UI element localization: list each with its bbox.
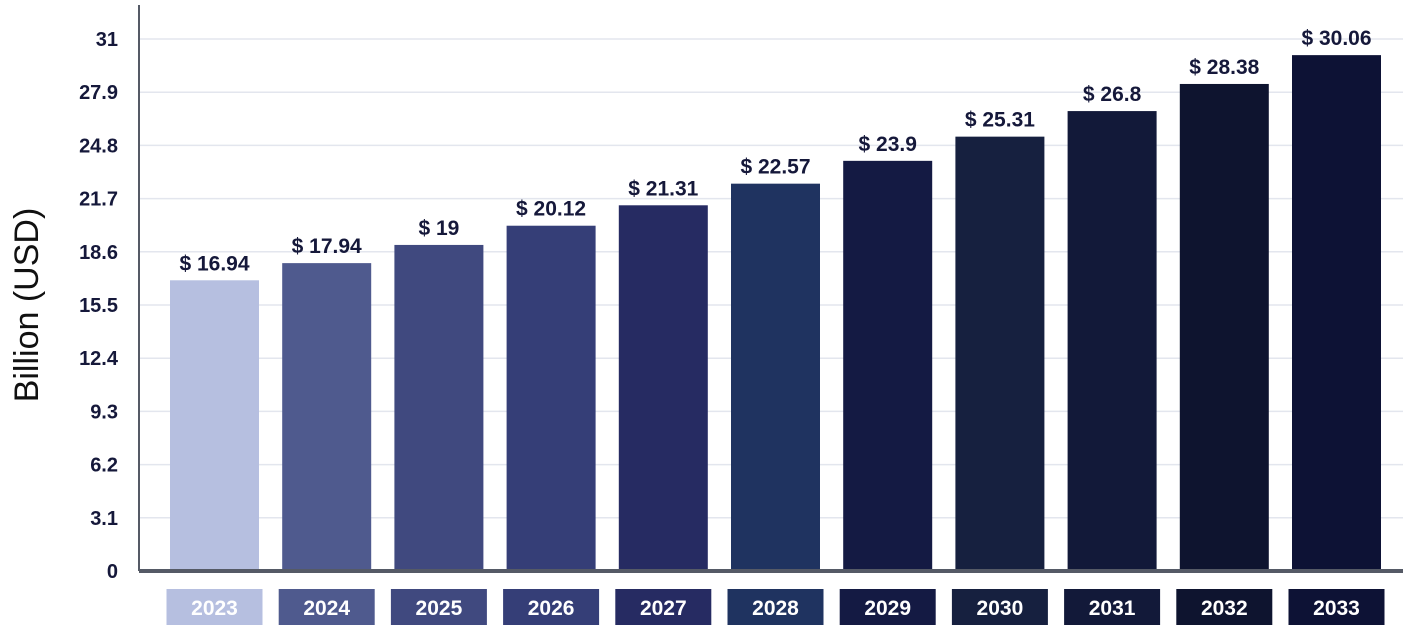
y-tick-label: 15.5 [79,295,118,317]
category-label-box [727,589,824,625]
x-tick-label: 2033 [1313,597,1360,620]
y-tick-label: 3.1 [90,508,118,530]
x-tick-label: 2027 [640,597,687,620]
y-axis-label: Billion (USD) [8,208,46,403]
x-tick-label: 2026 [528,597,575,620]
bars: $ 16.94 $ 17.94 $ 19 $ 20.12 $ 21.31 $ 22.57 $… [170,27,1381,572]
bar-value-label: $ 30.06 [1301,27,1371,50]
bar [731,183,820,571]
category-label-box [839,589,936,625]
category-label-box [951,589,1048,625]
bar [843,160,933,571]
y-tick-label: 0 [107,561,118,583]
y-tick-label: 27.9 [79,82,118,104]
y-tick-label: 12.4 [79,348,119,370]
x-tick-label: 2024 [303,597,350,620]
bar [618,205,708,571]
x-tick-label: 2032 [1201,597,1248,620]
category-label-box [278,589,375,625]
bar-value-label: $ 16.94 [179,252,249,275]
category-label-box [615,589,712,625]
x-tick-label: 2031 [1089,597,1136,620]
x-tick-label: 2028 [752,597,799,620]
bar-value-label: $ 23.9 [859,133,917,156]
y-tick-label: 6.2 [90,455,118,477]
y-tick-label: 24.8 [79,135,118,157]
bar-value-label: $ 17.94 [292,235,362,258]
y-tick-label: 31 [96,29,118,51]
category-label-box [1176,589,1273,625]
y-tick-label: 18.6 [79,242,118,264]
bar [1292,55,1381,572]
x-tick-label: 2030 [977,597,1024,620]
bar [282,263,372,571]
category-label-box [390,589,487,625]
bar [955,136,1045,571]
category-label-box [1064,589,1161,625]
x-tick-label: 2023 [191,597,238,620]
x-tick-label: 2029 [864,597,911,620]
bar [506,225,596,571]
bar [1067,111,1157,571]
bar-value-label: $ 25.31 [965,109,1035,132]
category-label-box [503,589,600,625]
bar-value-label: $ 21.31 [628,177,698,200]
bar [170,280,259,571]
bar-value-label: $ 20.12 [516,198,586,221]
bar-value-label: $ 19 [418,217,459,240]
bar-value-label: $ 26.8 [1083,83,1142,106]
x-tick-label: 2025 [416,597,463,620]
bar-value-label: $ 22.57 [740,156,810,179]
bar [394,244,484,571]
bar [1179,83,1269,571]
y-tick-label: 9.3 [90,401,118,423]
category-label-box [166,589,263,625]
y-tick-label: 21.7 [79,189,118,211]
y-axis-ticks: 0 3.1 6.2 9.3 12.4 15.5 18.6 21.7 24.8 27.9 31 [79,29,119,583]
bar-value-label: $ 28.38 [1189,56,1259,79]
category-label-box [1288,589,1385,625]
x-axis-category-labels: 2023 2024 2025 2026 2027 2028 2029 2030 2031 2032… [166,589,1385,625]
